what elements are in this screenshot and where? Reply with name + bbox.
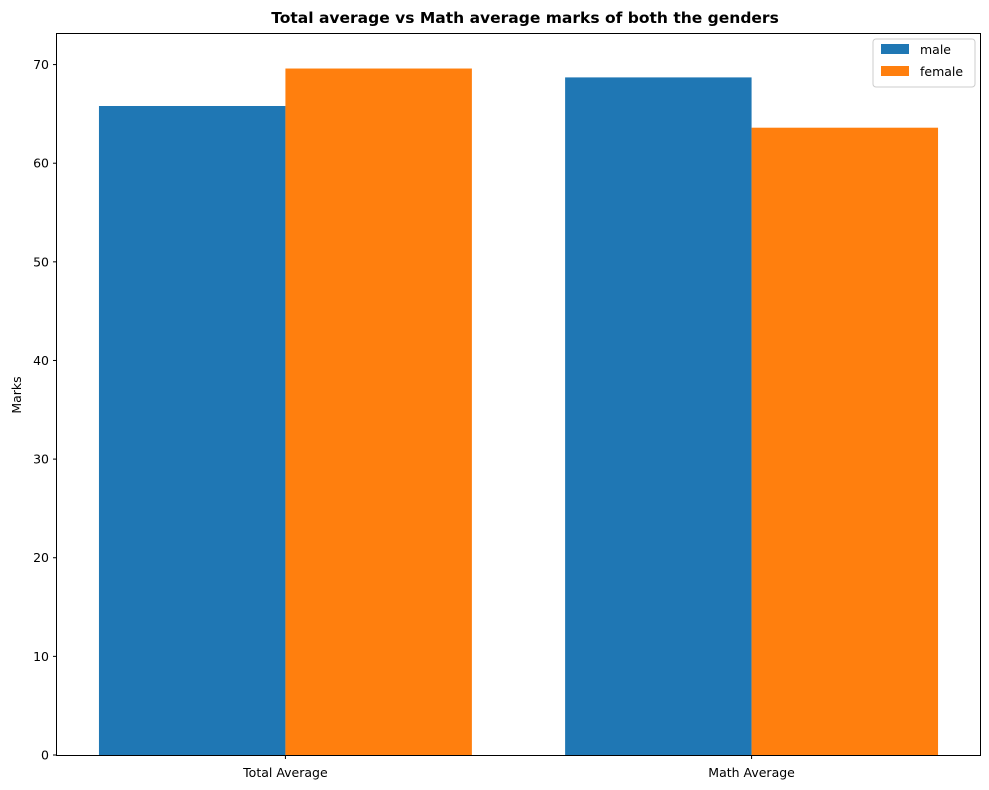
y-tick-label: 10 xyxy=(33,649,49,664)
legend: male female xyxy=(872,38,976,88)
y-axis-label: Marks xyxy=(9,376,24,413)
legend-swatch-male xyxy=(881,44,909,54)
bar-female-math-average xyxy=(751,127,939,755)
y-tick-label: 60 xyxy=(33,156,49,171)
y-tick-label: 0 xyxy=(41,748,49,763)
bar-male-math-average xyxy=(565,77,752,756)
x-tick-label: Total Average xyxy=(242,765,328,780)
bar-female-total-average xyxy=(285,68,472,756)
y-tick-label: 40 xyxy=(33,353,49,368)
legend-label-male: male xyxy=(920,42,951,57)
legend-items: male female xyxy=(881,42,963,79)
bars-layer xyxy=(98,68,939,756)
legend-swatch-female xyxy=(881,66,909,76)
y-tick-label: 30 xyxy=(33,452,49,467)
y-tick-label: 70 xyxy=(33,57,49,72)
plot-frame xyxy=(56,33,981,756)
x-tick-label: Math Average xyxy=(708,765,795,780)
legend-label-female: female xyxy=(920,64,963,79)
y-tick-label: 50 xyxy=(33,254,49,269)
chart-title: Total average vs Math average marks of b… xyxy=(271,9,779,27)
y-tick-label: 20 xyxy=(33,550,49,565)
bar-male-total-average xyxy=(98,106,286,756)
